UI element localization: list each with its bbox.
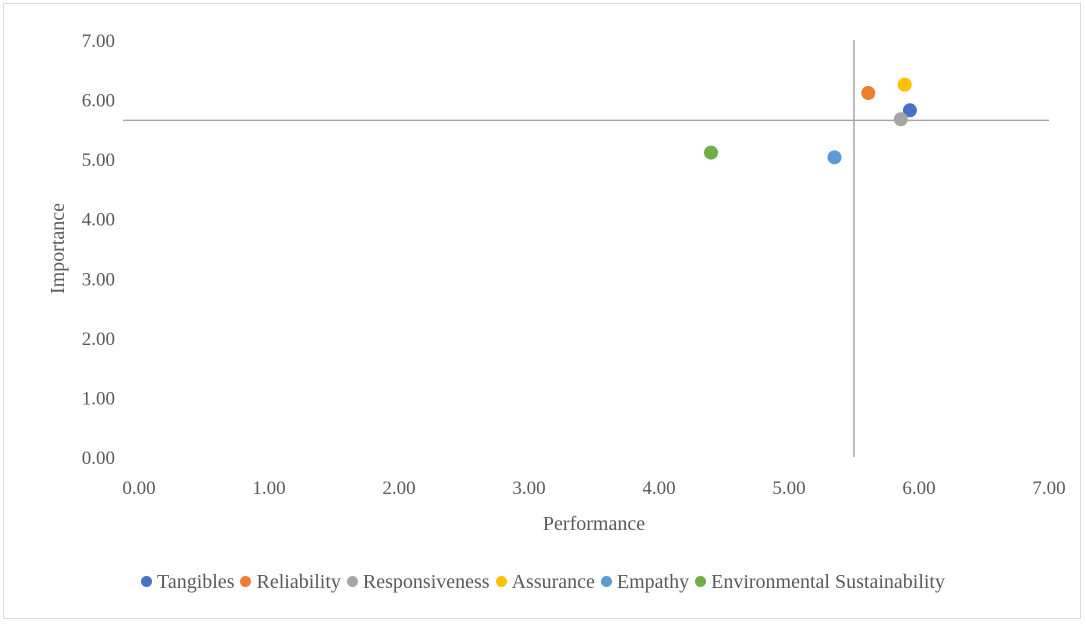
y-tick-label: 7.00 [82,31,115,52]
legend-marker [495,576,507,587]
legend-marker [346,576,358,587]
x-tick-label: 0.00 [122,478,155,499]
legend-item: Responsiveness [346,571,490,594]
scatter-point [897,77,912,92]
legend-label: Responsiveness [362,571,490,593]
scatter-point [902,103,917,118]
x-tick-label: 4.00 [642,478,675,499]
reference-lines [123,40,1049,457]
data-points [704,77,917,165]
x-tick-label: 7.00 [1032,478,1065,499]
legend-marker [240,576,252,587]
x-tick-label: 2.00 [382,478,415,499]
legend-item: Empathy [600,571,690,594]
legend-label: Environmental Sustainability [711,571,945,593]
x-tick-label: 6.00 [902,478,935,499]
x-tick-label: 1.00 [252,478,285,499]
legend-label: Reliability [256,571,341,593]
x-axis-title: Performance [543,513,645,535]
y-tick-label: 3.00 [82,269,115,290]
legend-item: Assurance [495,571,595,594]
x-tick-label: 3.00 [512,478,545,499]
x-tick-label: 5.00 [772,478,805,499]
scatter-point [893,112,908,127]
legend-label: Assurance [511,571,595,593]
legend-label: Tangibles [157,571,235,593]
legend-marker [141,576,152,587]
legend-item: Tangibles [141,571,234,594]
scatter-point [827,150,842,165]
y-axis-ticks: 0.00 1.00 2.00 3.00 4.00 5.00 6.00 7.00 [82,31,115,469]
y-tick-label: 6.00 [82,91,115,112]
y-tick-label: 4.00 [82,210,115,231]
y-axis-title: Importance [47,203,69,294]
legend: Tangibles Reliability Responsiveness Assura… [0,571,1086,594]
legend-label: Empathy [616,571,690,593]
y-tick-label: 2.00 [82,329,115,350]
legend-marker [695,576,707,587]
y-tick-label: 0.00 [82,448,115,469]
scatter-point [704,145,718,160]
legend-item: Environmental Sustainability [695,571,945,594]
y-tick-label: 1.00 [82,388,115,409]
chart-frame [3,3,1081,619]
y-tick-label: 5.00 [82,150,115,171]
scatter-point [861,86,876,101]
legend-marker [600,576,612,587]
x-axis-ticks: 0.00 1.00 2.00 3.00 4.00 5.00 6.00 7.00 [122,478,1065,499]
legend-item: Reliability [240,571,341,594]
